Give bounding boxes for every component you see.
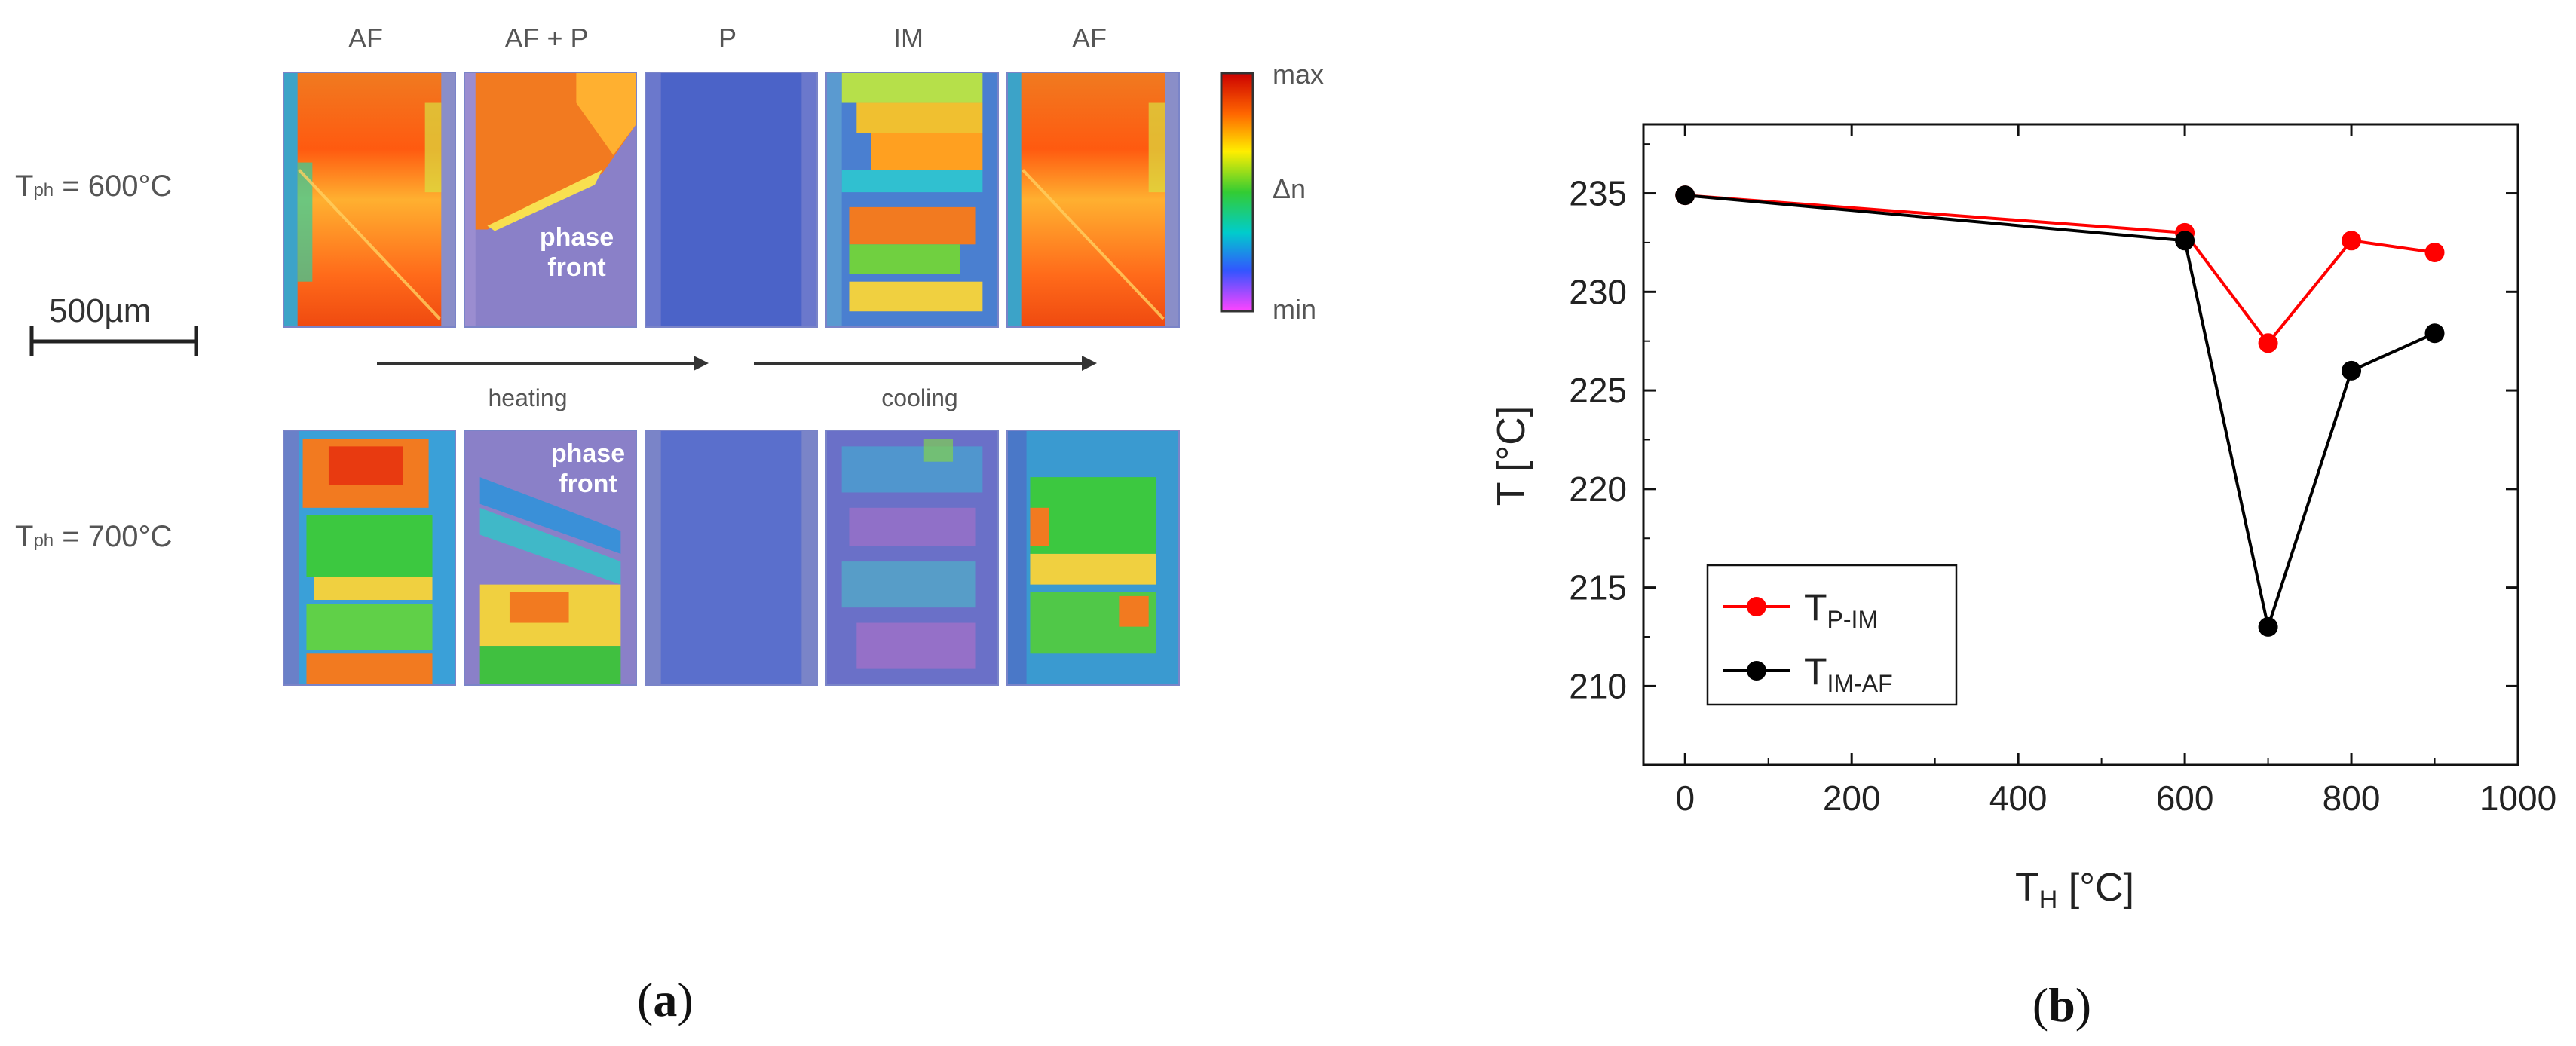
thermal-image-im-600 xyxy=(825,72,999,328)
x-tick-label: 0 xyxy=(1675,778,1695,818)
data-point-p-im xyxy=(2342,231,2362,251)
legend-label: TIM-AF xyxy=(1804,650,1893,697)
scale-bar xyxy=(29,326,198,356)
legend-label: TP-IM xyxy=(1804,586,1878,633)
x-tick-label: 1000 xyxy=(2480,778,2556,818)
phase-front-label-bottom: phase front xyxy=(550,439,626,498)
series-line-p-im xyxy=(1685,194,2435,346)
y-tick-label: 220 xyxy=(1569,469,1627,509)
legend-marker xyxy=(1747,597,1766,616)
y-tick-label: 235 xyxy=(1569,174,1627,213)
x-tick-label: 800 xyxy=(2323,778,2381,818)
thermal-image-af-end-600 xyxy=(1006,72,1180,328)
chart-series xyxy=(1675,185,2445,637)
column-label-im: IM xyxy=(893,23,924,54)
chart-axes: 0 200 400 600 800 1000 210 215 220 225 230 235 xyxy=(1569,123,2556,818)
colorbar xyxy=(1220,72,1254,313)
panel-letter-b: (b) xyxy=(2032,978,2091,1032)
column-label-af: AF xyxy=(348,23,383,54)
row-label-600: Tph = 600°C xyxy=(15,170,173,203)
data-point-p-im xyxy=(2175,222,2195,243)
thermal-image-panel: AF AF + P P IM AF Tph = 600°C Tph = 700°… xyxy=(15,23,1325,1026)
column-label-p: P xyxy=(718,23,737,54)
column-label-af-p: AF + P xyxy=(504,23,589,54)
thermal-image-af-700 xyxy=(283,430,456,686)
data-point-im-af xyxy=(1675,185,1695,206)
thermal-image-p-600 xyxy=(645,72,818,328)
x-tick-label: 600 xyxy=(2156,778,2214,818)
data-point-p-im xyxy=(2258,333,2278,353)
heating-label: heating xyxy=(488,384,568,411)
x-axis-label: TH [°C] xyxy=(2015,866,2134,914)
process-arrows xyxy=(377,356,1097,371)
colorbar-mid-label: Δn xyxy=(1273,173,1306,204)
thermal-image-af-600 xyxy=(283,72,456,328)
phase-front-label-top: phase front xyxy=(539,223,614,282)
thermal-image-af-p-600 xyxy=(464,72,637,328)
scale-bar-label: 500µm xyxy=(49,292,152,329)
legend-box xyxy=(1706,564,1958,706)
data-point-im-af xyxy=(2175,231,2195,251)
colorbar-max-label: max xyxy=(1273,59,1325,90)
x-tick-label: 400 xyxy=(1989,778,2048,818)
data-point-im-af xyxy=(2258,616,2278,637)
y-tick-label: 215 xyxy=(1569,568,1627,607)
y-tick-label: 210 xyxy=(1569,666,1627,705)
data-point-p-im xyxy=(2424,243,2445,262)
data-point-im-af xyxy=(2424,323,2445,344)
thermal-image-af-end-700 xyxy=(1006,430,1180,686)
thermal-image-im-700 xyxy=(825,430,999,686)
y-tick-label: 230 xyxy=(1569,272,1627,311)
plot-frame xyxy=(1642,123,2519,766)
series-line-im-af xyxy=(1685,194,2436,633)
data-point-p-im xyxy=(1675,185,1695,206)
y-axis-label: T [°C] xyxy=(1490,406,1533,506)
y-tick-label: 225 xyxy=(1569,371,1627,410)
cooling-label: cooling xyxy=(881,384,958,411)
legend-marker xyxy=(1747,661,1766,681)
colorbar-min-label: min xyxy=(1273,294,1317,325)
thermal-image-af-p-700 xyxy=(464,430,637,686)
x-tick-label: 200 xyxy=(1823,778,1881,818)
column-label-af-end: AF xyxy=(1071,23,1107,54)
chart-legend: TP-IM TIM-AF xyxy=(1706,564,1958,706)
data-point-im-af xyxy=(2342,360,2362,381)
panel-letter-a: (a) xyxy=(637,973,694,1026)
row-label-700: Tph = 700°C xyxy=(15,520,173,553)
thermal-image-p-700 xyxy=(645,430,818,686)
